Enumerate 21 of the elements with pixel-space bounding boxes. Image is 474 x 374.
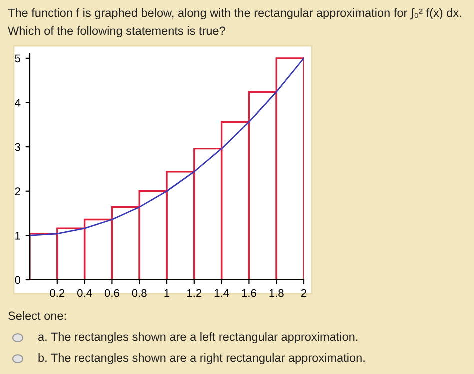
text: b. The rectangles shown are a right rectangular approximation. (38, 353, 365, 365)
x-tick-label: 1.2 (188, 289, 202, 298)
x-tick-label: 1 (164, 289, 170, 298)
x-tick-label: 0.8 (132, 289, 147, 298)
x-tick-label: 1.8 (270, 289, 284, 298)
x-tick-label: 0.2 (50, 289, 65, 298)
x-tick-label: 1.4 (214, 289, 230, 298)
x-tick-label: 2 (301, 289, 307, 298)
y-tick-label: 3 (15, 143, 20, 152)
text: Select one: (8, 311, 66, 320)
x-tick-label: 0.6 (104, 289, 120, 298)
chart-subtitle: Which of the following statements is true? (8, 26, 226, 38)
y-tick-label: 4 (15, 99, 21, 107)
y-tick-label: 2 (15, 188, 20, 196)
chart-title: The function f is graphed below, along with the rectangular approximation for ∫₀² f(x) dx. (8, 8, 462, 20)
x-tick-label: 0.4 (78, 289, 92, 298)
y-tick-label: 5 (15, 54, 21, 63)
x-tick-label: 1.6 (242, 289, 256, 298)
y-tick-label: 1 (16, 232, 20, 240)
y-tick-label: 0 (15, 276, 21, 284)
text: a. The rectangles shown are a left rectangular approximation. (38, 332, 358, 344)
